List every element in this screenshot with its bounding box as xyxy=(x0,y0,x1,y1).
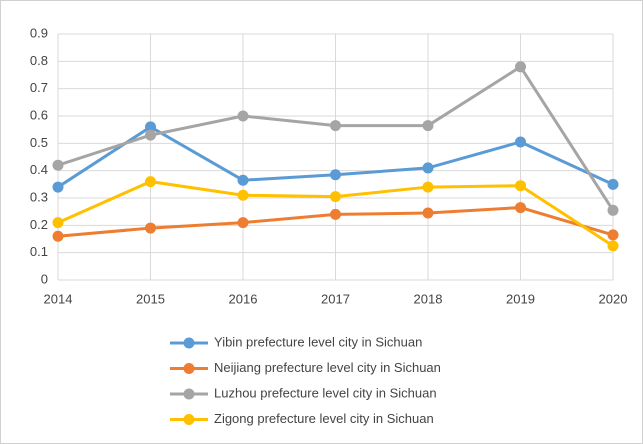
y-tick-label: 0.5 xyxy=(30,135,48,150)
point xyxy=(237,189,249,201)
legend-marker xyxy=(183,388,195,400)
y-tick-label: 0 xyxy=(41,271,48,286)
legend-marker xyxy=(183,414,195,425)
point xyxy=(237,217,249,229)
point xyxy=(145,222,156,234)
legend-label: Neijiang prefecture level city in Sichua… xyxy=(214,360,441,375)
point xyxy=(515,136,526,148)
y-tick-label: 0.1 xyxy=(30,244,48,259)
point xyxy=(145,176,156,188)
y-tick-label: 0.8 xyxy=(30,53,48,68)
point xyxy=(52,217,64,229)
point xyxy=(422,207,434,219)
x-tick-label: 2014 xyxy=(44,291,73,306)
legend-label: Luzhou prefecture level city in Sichuan xyxy=(214,385,437,400)
point xyxy=(607,229,619,241)
point xyxy=(52,181,64,193)
x-tick-label: 2018 xyxy=(414,291,443,306)
point xyxy=(237,174,249,186)
point xyxy=(422,162,434,174)
y-tick-label: 0.9 xyxy=(30,25,48,40)
x-tick-label: 2015 xyxy=(136,291,165,306)
point xyxy=(145,129,156,141)
point xyxy=(607,240,619,252)
point xyxy=(515,61,526,73)
y-tick-label: 0.4 xyxy=(30,162,48,177)
point xyxy=(52,230,64,242)
point xyxy=(422,181,434,193)
point xyxy=(515,180,526,192)
legend-label: Yibin prefecture level city in Sichuan xyxy=(214,334,422,349)
y-tick-label: 0.6 xyxy=(30,107,48,122)
point xyxy=(237,110,249,122)
point xyxy=(607,204,619,216)
point xyxy=(515,202,526,214)
legend-marker xyxy=(183,363,195,374)
x-tick-label: 2019 xyxy=(506,291,535,306)
point xyxy=(422,120,434,132)
x-tick-label: 2016 xyxy=(229,291,258,306)
legend-marker xyxy=(183,337,195,349)
y-tick-label: 0.3 xyxy=(30,189,48,204)
x-tick-label: 2020 xyxy=(599,291,628,306)
point xyxy=(330,120,341,132)
point xyxy=(330,169,341,181)
x-tick-label: 2017 xyxy=(321,291,350,306)
legend-label: Zigong prefecture level city in Sichuan xyxy=(214,411,434,426)
y-tick-label: 0.7 xyxy=(30,80,48,95)
point xyxy=(145,121,156,133)
y-tick-label: 0.2 xyxy=(30,217,48,232)
point xyxy=(52,159,64,171)
point xyxy=(330,191,341,203)
point xyxy=(330,208,341,220)
point xyxy=(607,178,619,190)
